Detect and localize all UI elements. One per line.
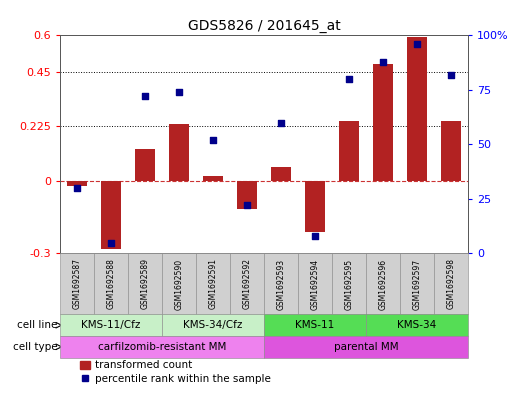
Point (243, 202, 252, 209)
Text: parental MM: parental MM (334, 342, 399, 352)
Text: KMS-34/Cfz: KMS-34/Cfz (184, 320, 243, 330)
Point (447, 72, 456, 78)
Text: GSM1692595: GSM1692595 (345, 258, 354, 310)
Text: KMS-11: KMS-11 (295, 320, 335, 330)
Bar (305, 181, 325, 232)
Text: cell line: cell line (17, 320, 58, 330)
Point (379, 59, 388, 65)
Bar (441, 121, 461, 181)
Bar (67, 181, 87, 185)
Text: GSM1692596: GSM1692596 (379, 258, 388, 310)
Text: GSM1692588: GSM1692588 (107, 259, 116, 309)
Text: KMS-11/Cfz: KMS-11/Cfz (82, 320, 141, 330)
Bar (373, 64, 393, 181)
Legend: transformed count, percentile rank within the sample: transformed count, percentile rank withi… (76, 356, 275, 388)
Point (277, 119, 286, 126)
Point (107, 239, 116, 246)
Point (311, 233, 320, 239)
Text: GSM1692592: GSM1692592 (243, 259, 252, 309)
Point (413, 41, 422, 47)
Bar (339, 121, 359, 181)
Bar (101, 181, 121, 249)
Point (175, 89, 184, 95)
Bar (407, 37, 427, 181)
Text: GSM1692591: GSM1692591 (209, 259, 218, 309)
Bar (135, 149, 155, 181)
Bar (203, 176, 223, 181)
Title: GDS5826 / 201645_at: GDS5826 / 201645_at (188, 19, 340, 33)
Point (141, 93, 150, 99)
Text: GSM1692597: GSM1692597 (413, 258, 422, 310)
Text: GSM1692587: GSM1692587 (73, 259, 82, 309)
Bar (169, 124, 189, 181)
Text: carfilzomib-resistant MM: carfilzomib-resistant MM (98, 342, 226, 352)
Point (209, 137, 218, 143)
Text: GSM1692594: GSM1692594 (311, 258, 320, 310)
Text: KMS-34: KMS-34 (397, 320, 437, 330)
Point (73, 185, 82, 191)
Text: GSM1692598: GSM1692598 (447, 259, 456, 309)
Text: cell type: cell type (13, 342, 58, 352)
Bar (271, 167, 291, 181)
Text: GSM1692590: GSM1692590 (175, 258, 184, 310)
Bar (237, 181, 257, 209)
Text: GSM1692589: GSM1692589 (141, 259, 150, 309)
Text: GSM1692593: GSM1692593 (277, 258, 286, 310)
Point (345, 76, 354, 82)
